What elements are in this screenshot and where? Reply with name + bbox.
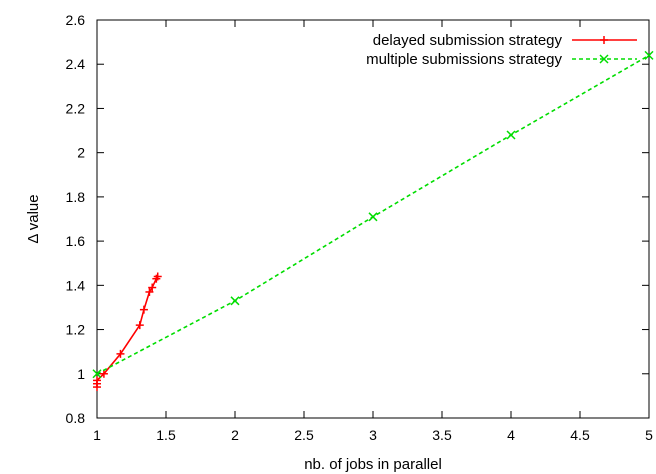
y-tick-label: 1.8: [66, 189, 86, 205]
x-tick-label: 3.5: [432, 427, 452, 443]
data-point: [148, 283, 157, 292]
y-tick-label: 1.6: [66, 233, 86, 249]
legend-label: multiple submissions strategy: [366, 51, 562, 68]
x-tick-label: 4.5: [570, 427, 590, 443]
data-point: [145, 287, 154, 296]
x-tick-label: 2: [231, 427, 239, 443]
data-point: [644, 50, 654, 60]
legend: delayed submission strategy multiple subm…: [366, 32, 637, 68]
y-tick-label: 1: [77, 366, 85, 382]
y-tick-label: 1.2: [66, 322, 86, 338]
y-tick-label: 1.4: [66, 277, 86, 293]
x-tick-label: 5: [645, 427, 653, 443]
series-2: [92, 50, 654, 379]
series-line: [96, 54, 650, 375]
data-point: [230, 296, 240, 306]
x-tick-label: 4: [507, 427, 515, 443]
series-line: [96, 276, 159, 387]
data-point: [600, 36, 608, 44]
data-point: [139, 305, 148, 314]
data-point: [599, 54, 609, 64]
x-tick-label: 1: [93, 427, 101, 443]
data-point: [93, 376, 101, 385]
data-point: [153, 272, 162, 281]
x-tick-label: 3: [369, 427, 377, 443]
data-point: [368, 212, 378, 222]
y-tick-label: 0.8: [66, 410, 86, 426]
axis-ticks: 1 1.5 2 2.5 3 3.5 4 4.5 5 0.8 1 1.2 1.4 1.6 1.8 2 2.2 2.4…: [66, 12, 654, 443]
y-axis-label: Δ value: [25, 194, 42, 243]
data-point: [92, 369, 102, 379]
legend-label: delayed submission strategy: [373, 32, 563, 49]
x-tick-label: 2.5: [294, 427, 314, 443]
x-tick-label: 1.5: [156, 427, 176, 443]
series-1: [93, 272, 162, 392]
data-point: [99, 369, 108, 378]
data-point: [135, 321, 144, 330]
x-axis-label: nb. of jobs in parallel: [304, 456, 442, 473]
series-layer: [92, 50, 654, 392]
data-point: [506, 130, 516, 140]
y-tick-label: 2.6: [66, 12, 86, 28]
plot-frame: [96, 19, 650, 419]
y-tick-label: 2.2: [66, 100, 86, 116]
y-tick-label: 2: [77, 145, 85, 161]
y-tick-label: 2.4: [66, 56, 86, 72]
data-point: [116, 349, 125, 358]
